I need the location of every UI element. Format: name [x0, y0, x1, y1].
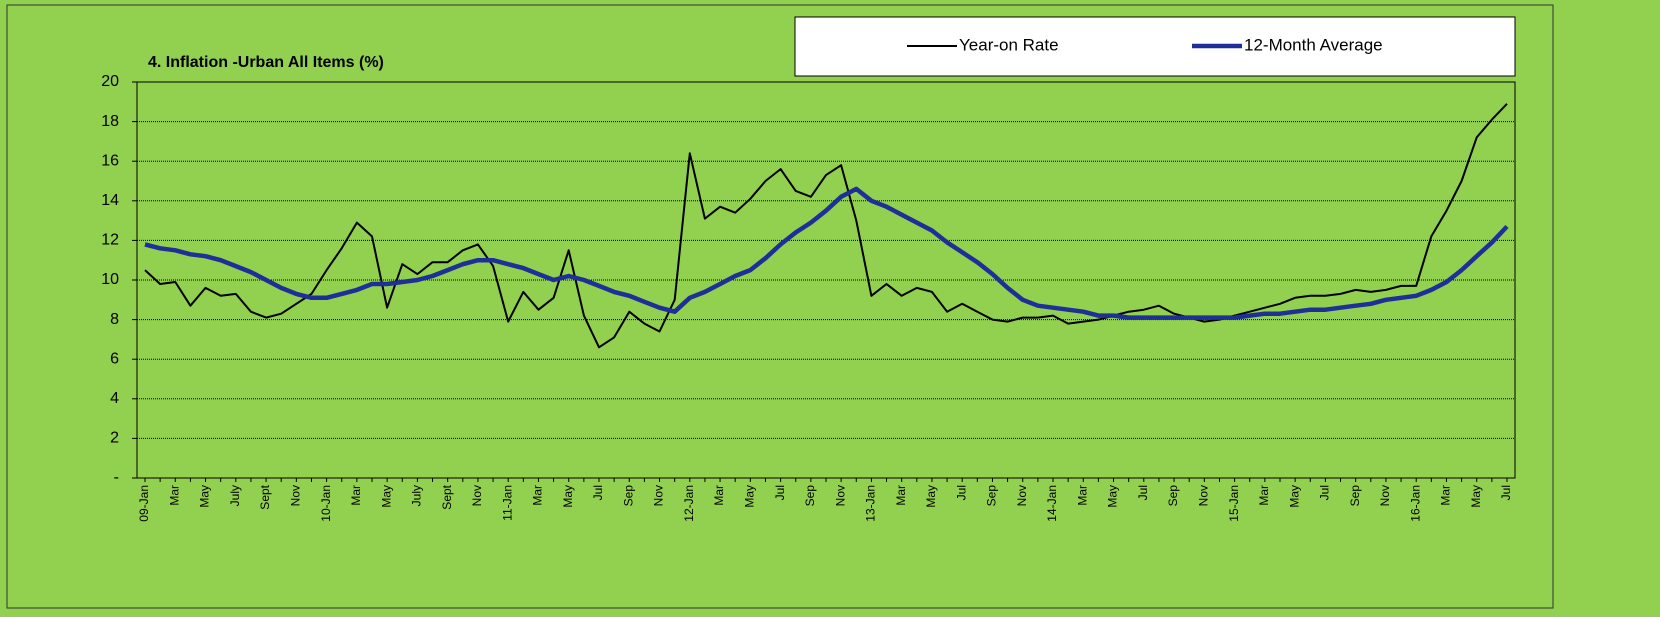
y-tick-label: 2 [110, 430, 119, 447]
x-tick-label: May [379, 485, 393, 508]
chart-title: 4. Inflation -Urban All Items (%) [148, 54, 384, 71]
x-tick-label: May [561, 485, 575, 508]
x-tick-label: Mar [1075, 485, 1089, 506]
x-tick-label: 11-Jan [500, 485, 514, 521]
x-tick-label: Jul [1499, 485, 1513, 500]
x-tick-label: Sep [985, 485, 999, 507]
x-tick-label: Sep [1348, 485, 1362, 507]
x-tick-label: Mar [167, 485, 181, 506]
x-tick-label: 10-Jan [319, 485, 333, 522]
x-tick-label: Mar [712, 485, 726, 506]
x-tick-label: Jul [954, 485, 968, 500]
y-tick-label: 8 [110, 311, 119, 328]
x-tick-label: 09-Jan [137, 485, 151, 522]
legend-box [794, 16, 1516, 77]
legend-label: Year-on Rate [959, 35, 1059, 54]
x-tick-label: 14-Jan [1045, 485, 1059, 522]
x-tick-label: Nov [1015, 485, 1029, 506]
y-tick-label: 14 [101, 192, 119, 209]
x-tick-label: Jul [1318, 485, 1332, 500]
x-tick-label: Mar [349, 485, 363, 506]
x-tick-label: May [924, 485, 938, 508]
legend-label: 12-Month Average [1244, 35, 1383, 54]
x-tick-label: Jul [773, 485, 787, 500]
x-tick-label: Mar [894, 485, 908, 506]
series-line [144, 103, 1508, 349]
y-tick-label: 12 [101, 232, 119, 249]
x-tick-label: May [198, 485, 212, 508]
y-tick-label: 16 [101, 152, 119, 169]
y-tick-label: - [114, 469, 119, 486]
x-tick-label: 15-Jan [1227, 485, 1241, 522]
y-tick-label: 20 [101, 73, 119, 90]
y-tick-label: 10 [101, 271, 119, 288]
x-tick-label: 16-Jan [1408, 485, 1422, 522]
x-tick-label: Sept [258, 484, 272, 509]
x-tick-label: Sep [803, 485, 817, 507]
y-tick-label: 6 [110, 350, 119, 367]
x-tick-label: Nov [652, 485, 666, 506]
x-tick-label: Nov [833, 485, 847, 506]
x-tick-label: Nov [1378, 485, 1392, 506]
x-tick-label: May [1469, 485, 1483, 508]
x-tick-label: 12-Jan [682, 485, 696, 522]
x-tick-label: Jul [591, 485, 605, 500]
x-tick-label: Mar [1257, 485, 1271, 506]
x-tick-label: Sep [1166, 485, 1180, 507]
x-tick-label: Mar [531, 485, 545, 506]
x-tick-label: Mar [1439, 485, 1453, 506]
x-tick-label: Nov [1197, 485, 1211, 506]
x-tick-label: Nov [289, 485, 303, 506]
y-tick-label: 4 [110, 390, 119, 407]
x-tick-label: May [743, 485, 757, 508]
x-tick-label: Sep [621, 485, 635, 507]
x-tick-label: Sept [440, 484, 454, 509]
series-line [144, 186, 1509, 320]
x-tick-label: 13-Jan [864, 485, 878, 522]
x-tick-label: May [1287, 485, 1301, 508]
x-tick-label: Jul [1136, 485, 1150, 500]
x-tick-label: July [228, 485, 242, 506]
x-tick-label: July [410, 485, 424, 506]
x-tick-label: Nov [470, 485, 484, 506]
y-tick-label: 18 [101, 113, 119, 130]
x-tick-label: May [1106, 485, 1120, 508]
